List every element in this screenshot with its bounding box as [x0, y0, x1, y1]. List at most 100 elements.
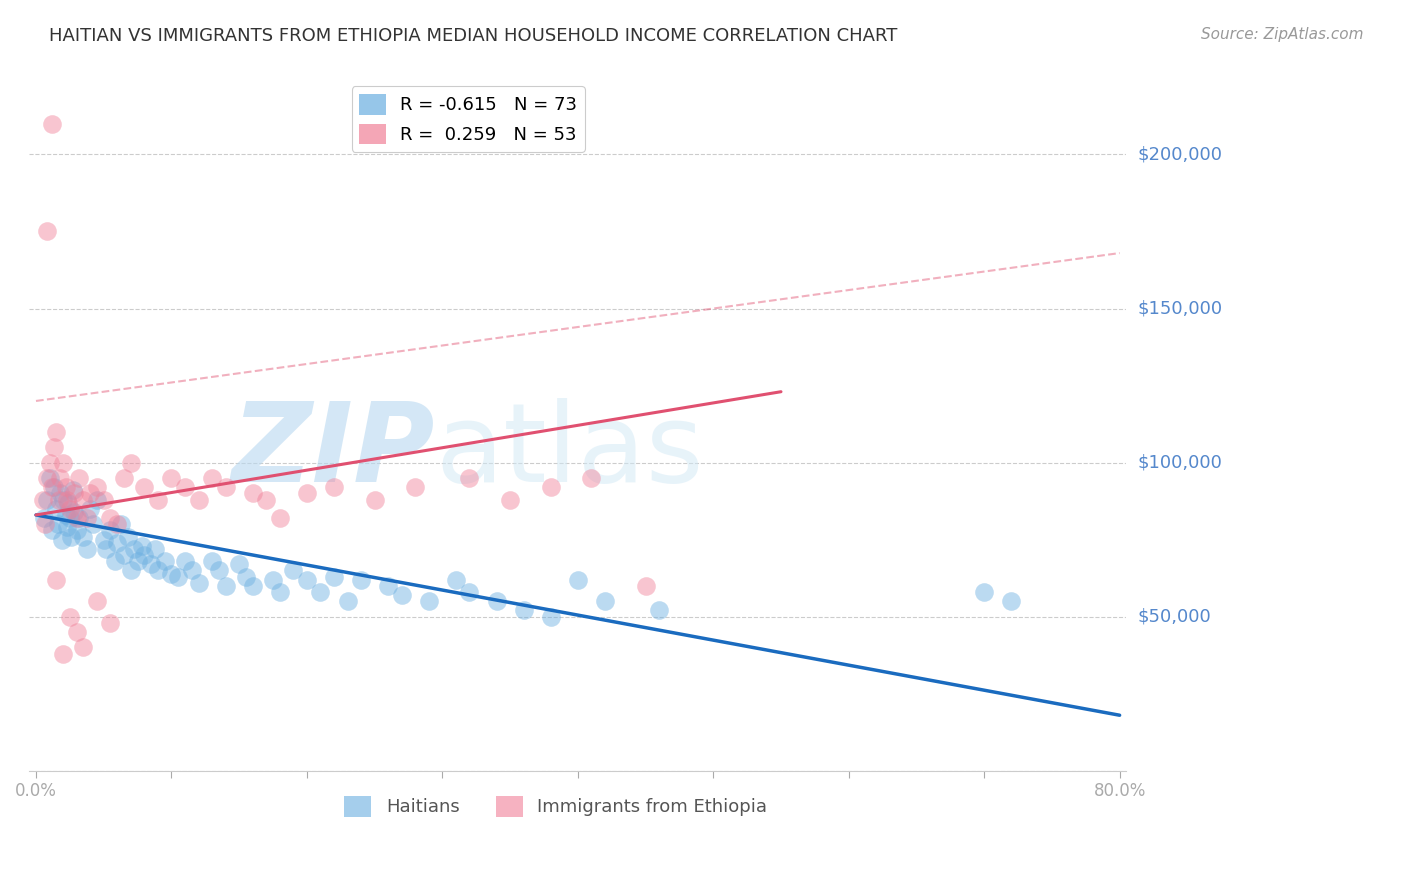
Point: [593, 594, 616, 608]
Point: [56, 492, 79, 507]
Point: [499, 492, 522, 507]
Legend: Haitians, Immigrants from Ethiopia: Haitians, Immigrants from Ethiopia: [337, 789, 775, 824]
Point: [59, 501, 82, 516]
Point: [581, 471, 603, 485]
Point: [100, 511, 122, 525]
Text: $100,000: $100,000: [1137, 453, 1222, 472]
Text: HAITIAN VS IMMIGRANTS FROM ETHIOPIA MEDIAN HOUSEHOLD INCOME CORRELATION CHART: HAITIAN VS IMMIGRANTS FROM ETHIOPIA MEDI…: [49, 27, 897, 45]
Point: [45, 501, 67, 516]
Point: [134, 480, 156, 494]
Point: [235, 569, 257, 583]
Point: [63, 505, 86, 519]
Point: [49, 471, 72, 485]
Point: [295, 486, 318, 500]
Point: [458, 585, 481, 599]
Point: [634, 579, 657, 593]
Point: [48, 492, 70, 507]
Point: [76, 511, 98, 525]
Point: [131, 539, 153, 553]
Point: [336, 594, 359, 608]
Point: [146, 492, 169, 507]
Point: [269, 585, 291, 599]
Point: [134, 548, 156, 562]
Point: [59, 511, 82, 525]
Point: [112, 471, 135, 485]
Point: [79, 501, 101, 516]
Point: [214, 480, 236, 494]
Point: [45, 573, 67, 587]
Point: [174, 554, 197, 568]
Point: [63, 486, 86, 500]
Point: [127, 554, 149, 568]
Point: [46, 517, 69, 532]
Point: [59, 609, 82, 624]
Point: [32, 511, 55, 525]
Point: [82, 517, 104, 532]
Point: [567, 573, 589, 587]
Point: [160, 471, 183, 485]
Point: [52, 492, 75, 507]
Point: [35, 492, 58, 507]
Point: [100, 615, 122, 630]
Point: [485, 594, 508, 608]
Point: [76, 541, 98, 556]
Point: [363, 492, 385, 507]
Point: [34, 517, 56, 532]
Point: [146, 563, 169, 577]
Point: [41, 117, 63, 131]
Point: [41, 480, 63, 494]
Point: [72, 640, 94, 655]
Point: [112, 548, 135, 562]
Point: [242, 486, 264, 500]
Point: [49, 486, 72, 500]
Point: [67, 511, 90, 525]
Point: [122, 541, 145, 556]
Point: [269, 511, 291, 525]
Point: [103, 554, 125, 568]
Point: [1000, 594, 1022, 608]
Point: [228, 558, 250, 572]
Point: [418, 594, 440, 608]
Point: [512, 603, 534, 617]
Point: [283, 563, 305, 577]
Point: [309, 585, 332, 599]
Point: [187, 492, 209, 507]
Point: [262, 573, 284, 587]
Point: [38, 456, 60, 470]
Point: [52, 456, 75, 470]
Point: [153, 554, 176, 568]
Point: [295, 573, 318, 587]
Point: [540, 480, 562, 494]
Point: [120, 563, 142, 577]
Point: [214, 579, 236, 593]
Point: [62, 483, 84, 498]
Point: [648, 603, 671, 617]
Point: [86, 480, 108, 494]
Point: [96, 541, 118, 556]
Point: [31, 492, 53, 507]
Point: [377, 579, 399, 593]
Point: [458, 471, 481, 485]
Point: [167, 569, 190, 583]
Point: [67, 471, 90, 485]
Text: atlas: atlas: [436, 399, 703, 505]
Point: [540, 609, 562, 624]
Point: [110, 517, 132, 532]
Point: [58, 495, 80, 509]
Point: [143, 541, 166, 556]
Text: $150,000: $150,000: [1137, 300, 1222, 318]
Text: $200,000: $200,000: [1137, 145, 1222, 163]
Point: [105, 535, 128, 549]
Text: Source: ZipAtlas.com: Source: ZipAtlas.com: [1201, 27, 1364, 42]
Point: [42, 440, 65, 454]
Point: [93, 533, 115, 547]
Point: [117, 529, 139, 543]
Point: [208, 563, 231, 577]
Point: [120, 456, 142, 470]
Point: [42, 480, 65, 494]
Point: [65, 524, 87, 538]
Point: [93, 492, 115, 507]
Point: [242, 579, 264, 593]
Text: ZIP: ZIP: [232, 399, 436, 505]
Text: $50,000: $50,000: [1137, 607, 1211, 625]
